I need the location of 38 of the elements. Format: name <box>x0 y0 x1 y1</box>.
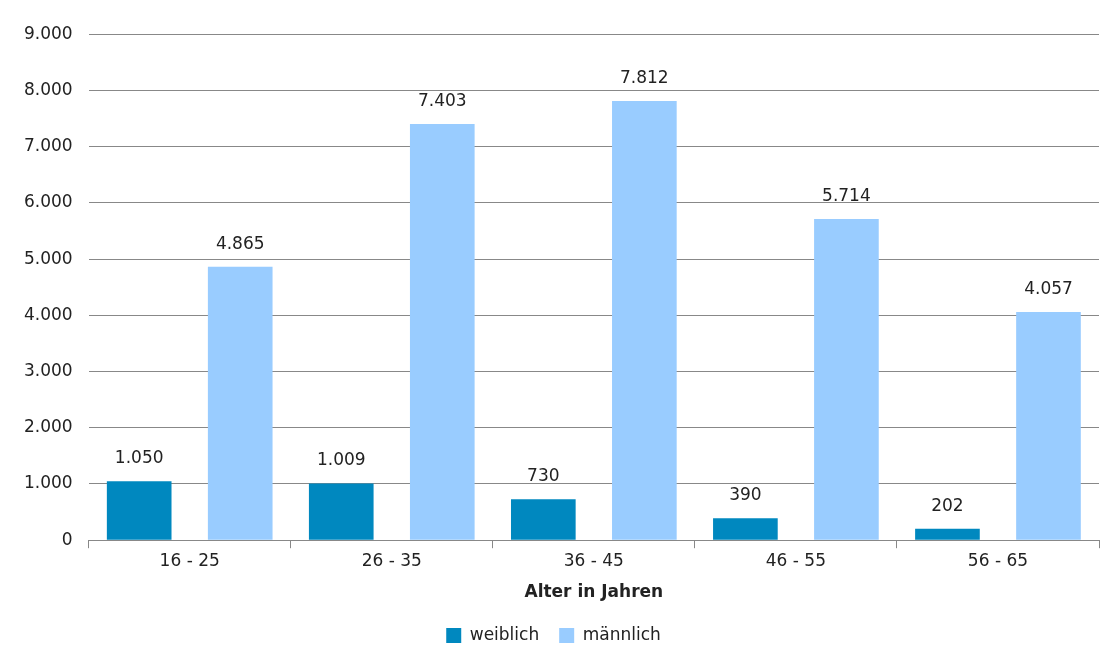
x-tick-label: 36 - 45 <box>563 549 624 570</box>
x-tick-label: 46 - 55 <box>765 549 827 570</box>
data-label: 4.865 <box>215 232 265 253</box>
y-tick-label: 3.000 <box>24 359 73 380</box>
bar <box>713 518 778 540</box>
data-label: 730 <box>527 465 560 486</box>
y-tick-label: 8.000 <box>24 78 73 99</box>
x-tick-label: 56 - 65 <box>967 549 1029 570</box>
bar <box>106 481 172 540</box>
y-tick-label: 1.000 <box>24 472 73 493</box>
bar <box>207 266 273 540</box>
legend-label: weiblich <box>469 623 540 644</box>
y-tick-label: 6.000 <box>24 191 73 212</box>
y-tick-label: 2.000 <box>24 416 73 437</box>
x-tick-label: 16 - 25 <box>159 549 220 570</box>
y-tick-label: 9.000 <box>24 22 73 43</box>
bar <box>409 123 475 540</box>
data-label: 5.714 <box>822 184 871 205</box>
data-label: 1.050 <box>114 447 164 468</box>
bar <box>1016 312 1081 540</box>
bar <box>308 483 374 540</box>
data-label: 7.403 <box>417 89 467 110</box>
data-label: 202 <box>931 494 964 515</box>
y-tick-label: 5.000 <box>24 247 73 268</box>
y-tick-label: 4.000 <box>24 303 73 324</box>
legend-label: männlich <box>582 623 661 644</box>
y-tick-label: 0 <box>61 528 73 549</box>
data-label: 1.009 <box>316 449 366 470</box>
data-label: 7.812 <box>620 66 669 87</box>
data-label: 4.057 <box>1024 278 1073 299</box>
bar <box>510 499 576 540</box>
bar <box>915 528 980 540</box>
x-axis-title: Alter in Jahren <box>524 581 664 602</box>
x-tick-label: 26 - 35 <box>361 549 422 570</box>
bar <box>814 218 879 540</box>
data-label: 390 <box>729 484 762 505</box>
y-tick-label: 7.000 <box>24 135 73 156</box>
bar <box>612 100 677 540</box>
